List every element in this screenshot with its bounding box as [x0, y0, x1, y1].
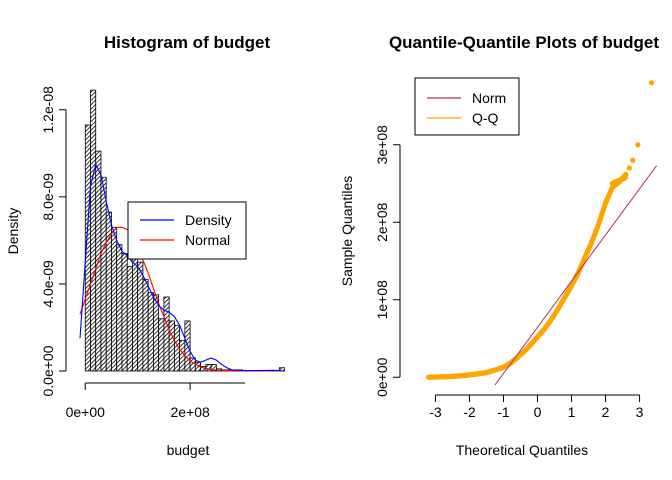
histogram-curves — [79, 162, 285, 372]
legend-norm-label: Norm — [472, 90, 506, 106]
histogram-bar — [168, 320, 175, 372]
legend-qq-label: Q-Q — [472, 110, 499, 126]
qq-point — [630, 157, 636, 163]
qq-x-tick-label: -3 — [429, 404, 442, 420]
qq-points — [426, 80, 655, 380]
qq-x-tick-label: -2 — [463, 404, 476, 420]
histogram-bar — [153, 294, 160, 372]
normal-curve — [79, 226, 285, 372]
histogram-bar — [179, 340, 186, 372]
qq-panel: Quantile-Quantile Plots of budget -3 -2 -1… — [339, 33, 659, 458]
qq-y-tick-label: 2e+08 — [374, 202, 390, 242]
qq-title: Quantile-Quantile Plots of budget — [389, 33, 659, 52]
histogram-bar — [210, 364, 217, 372]
density-curve — [79, 162, 285, 372]
histogram-y-tick-label: 1.2e-08 — [40, 86, 56, 134]
qq-y-axis: 0e+00 1e+08 2e+08 3e+08 — [374, 125, 401, 397]
legend-normal-label: Normal — [185, 232, 230, 248]
qq-x-tick-label: 0 — [534, 404, 542, 420]
qq-point — [626, 165, 632, 171]
histogram-legend: Density Normal — [127, 201, 247, 260]
histogram-bar — [90, 89, 97, 372]
qq-x-tick-label: 3 — [636, 404, 644, 420]
histogram-bar — [163, 296, 170, 372]
histogram-panel: Histogram of budget 0e+00 2e+08 0.0e+00 4.… — [5, 33, 285, 458]
qq-x-label: Theoretical Quantiles — [456, 442, 588, 458]
legend-density-label: Density — [185, 212, 232, 228]
qq-point — [635, 142, 641, 148]
histogram-y-tick-label: 0.0e+00 — [40, 345, 56, 396]
histogram-bar — [116, 244, 123, 372]
histogram-bar — [158, 318, 165, 372]
qq-x-tick-label: 2 — [602, 404, 610, 420]
histogram-bar — [147, 292, 154, 372]
qq-x-axis: -3 -2 -1 0 1 2 3 — [429, 394, 644, 420]
histogram-x-axis: 0e+00 2e+08 — [66, 382, 246, 420]
qq-legend: Norm Q-Q — [414, 77, 520, 136]
qq-y-label: Sample Quantiles — [339, 176, 355, 287]
qq-x-tick-label: -1 — [497, 404, 510, 420]
qq-y-tick-label: 0e+00 — [374, 357, 390, 397]
qq-x-tick-label: 1 — [568, 404, 576, 420]
histogram-x-label: budget — [167, 442, 210, 458]
qq-point — [622, 175, 628, 181]
histogram-x-tick-label: 0e+00 — [66, 404, 106, 420]
histogram-y-label: Density — [5, 208, 21, 255]
qq-reference-line — [494, 165, 657, 386]
qq-y-tick-label: 3e+08 — [374, 125, 390, 165]
histogram-bar — [137, 261, 144, 372]
histogram-bar — [189, 357, 196, 372]
histogram-title: Histogram of budget — [104, 33, 271, 52]
qq-legend-box — [414, 77, 520, 136]
histogram-y-tick-label: 8.0e-09 — [40, 173, 56, 221]
histogram-bar — [100, 176, 107, 372]
histogram-x-tick-label: 2e+08 — [170, 404, 210, 420]
histogram-bar — [111, 226, 118, 372]
qq-reference-line-segment — [494, 165, 657, 386]
histogram-bar — [142, 279, 149, 372]
histogram-y-tick-label: 4.0e-09 — [40, 260, 56, 308]
qq-y-tick-label: 1e+08 — [374, 280, 390, 320]
histogram-bar — [126, 266, 133, 372]
histogram-bar — [121, 253, 128, 372]
qq-point — [648, 80, 655, 86]
histogram-y-axis: 0.0e+00 4.0e-09 8.0e-09 1.2e-08 — [40, 86, 67, 397]
histogram-legend-box — [127, 201, 247, 260]
